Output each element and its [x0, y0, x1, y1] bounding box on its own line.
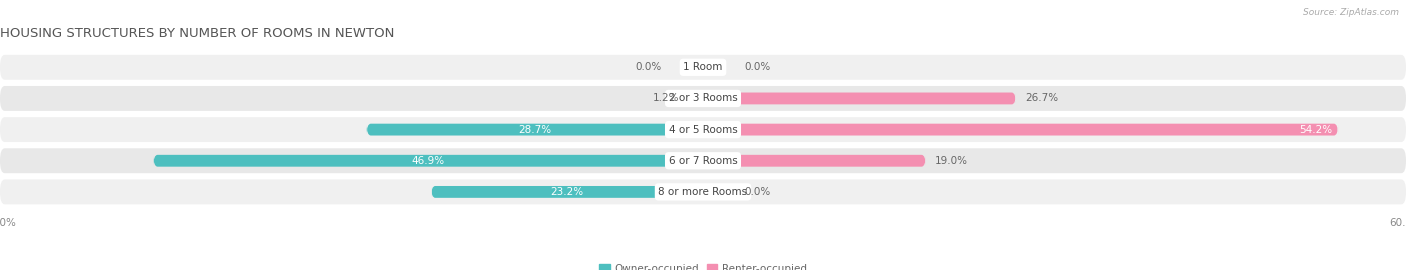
FancyBboxPatch shape: [703, 124, 1339, 136]
FancyBboxPatch shape: [367, 124, 703, 136]
Text: 4 or 5 Rooms: 4 or 5 Rooms: [669, 124, 737, 135]
FancyBboxPatch shape: [0, 180, 1406, 204]
Text: 46.9%: 46.9%: [412, 156, 444, 166]
Text: 54.2%: 54.2%: [1299, 124, 1333, 135]
Text: 0.0%: 0.0%: [636, 62, 662, 72]
Text: 1.2%: 1.2%: [652, 93, 679, 103]
Text: 2 or 3 Rooms: 2 or 3 Rooms: [669, 93, 737, 103]
Text: 26.7%: 26.7%: [1025, 93, 1059, 103]
Text: 28.7%: 28.7%: [519, 124, 551, 135]
Text: 23.2%: 23.2%: [551, 187, 583, 197]
FancyBboxPatch shape: [0, 148, 1406, 173]
Text: 0.0%: 0.0%: [744, 62, 770, 72]
Text: HOUSING STRUCTURES BY NUMBER OF ROOMS IN NEWTON: HOUSING STRUCTURES BY NUMBER OF ROOMS IN…: [0, 28, 394, 40]
FancyBboxPatch shape: [0, 86, 1406, 111]
Legend: Owner-occupied, Renter-occupied: Owner-occupied, Renter-occupied: [595, 260, 811, 270]
Text: 19.0%: 19.0%: [935, 156, 967, 166]
Text: 1 Room: 1 Room: [683, 62, 723, 72]
FancyBboxPatch shape: [703, 155, 925, 167]
FancyBboxPatch shape: [689, 93, 703, 104]
FancyBboxPatch shape: [153, 155, 703, 167]
FancyBboxPatch shape: [703, 93, 1015, 104]
Text: 8 or more Rooms: 8 or more Rooms: [658, 187, 748, 197]
FancyBboxPatch shape: [0, 117, 1406, 142]
Text: 0.0%: 0.0%: [744, 187, 770, 197]
FancyBboxPatch shape: [0, 55, 1406, 80]
Text: 6 or 7 Rooms: 6 or 7 Rooms: [669, 156, 737, 166]
FancyBboxPatch shape: [432, 186, 703, 198]
Text: Source: ZipAtlas.com: Source: ZipAtlas.com: [1303, 8, 1399, 17]
